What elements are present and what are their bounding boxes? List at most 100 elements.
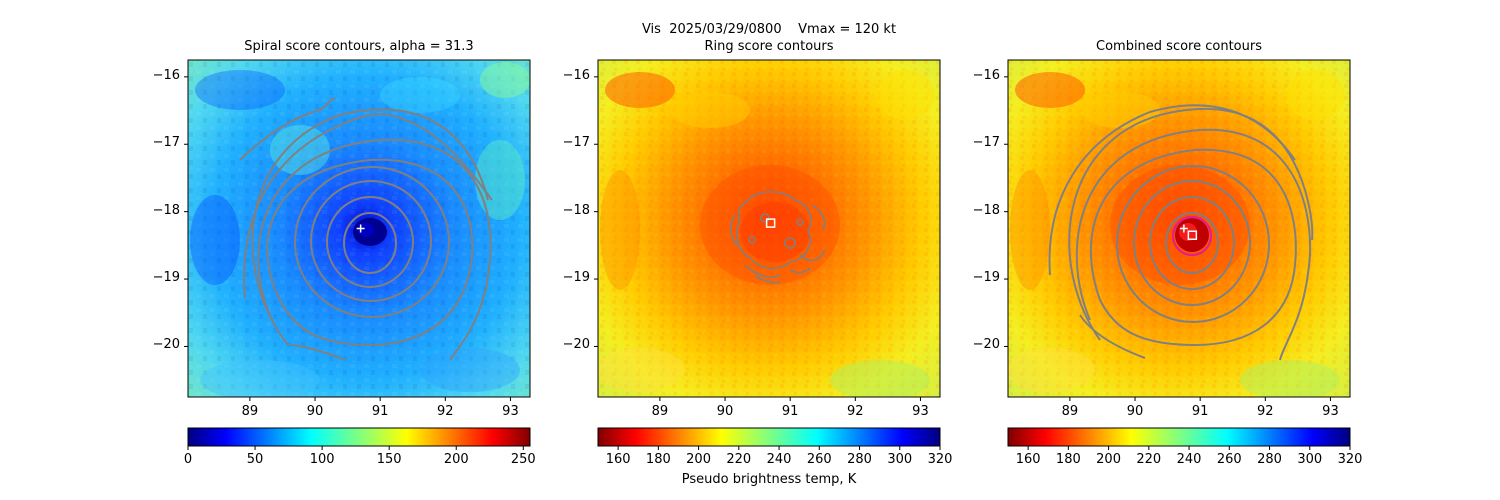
tick-marks [184, 76, 1351, 450]
ring-xtick-label: 93 [912, 404, 929, 419]
ring-contour-3 [754, 267, 811, 284]
ring-colorbar [597, 427, 941, 447]
figure-suptitle: Vis 2025/03/29/0800 Vmax = 120 kt [641, 22, 897, 37]
spiral-heatmap [188, 60, 530, 397]
spiral-ytick-label: −20 [152, 337, 180, 353]
spiral-contour-9 [239, 97, 336, 161]
spiral-contour-4 [294, 166, 450, 318]
spiral-contour-7 [251, 108, 489, 346]
spiral-contour-5 [266, 158, 474, 347]
combined-ytick-label: −16 [972, 67, 1000, 83]
spiral-contour-8 [243, 113, 493, 299]
combined-colorbar [1007, 427, 1351, 447]
spiral-ytick-label: −18 [152, 202, 180, 218]
ring-colorbar-tick-label: 320 [927, 452, 953, 467]
spiral-colorbar [187, 427, 531, 447]
spiral-colorbar-tick-label: 100 [309, 452, 335, 467]
ring-ytick-label: −16 [562, 67, 590, 83]
ring-colorbar-tick-label: 240 [766, 452, 792, 467]
spiral-axes-frame [187, 59, 531, 398]
spiral-colorbar-tick-label: 200 [443, 452, 469, 467]
spiral-colorbar-tick-label: 0 [183, 452, 193, 467]
ring-contour-2 [729, 204, 826, 278]
ring-xtick-label: 92 [847, 404, 864, 419]
spiral-contours [239, 97, 493, 361]
ring-xtick-label: 91 [781, 404, 799, 419]
combined-ytick-label: −18 [972, 202, 1000, 218]
combined-contour-4 [1116, 165, 1270, 323]
combined-xtick-label: 89 [1061, 404, 1079, 419]
combined-colorbar-tick-label: 280 [1257, 452, 1282, 467]
ring-contour-4 [760, 213, 770, 223]
spiral-xtick-label: 92 [437, 404, 454, 419]
combined-contour-1 [1165, 212, 1219, 274]
ring-colorbar-tick-label: 260 [806, 452, 832, 467]
combined-ytick-label: −20 [972, 337, 1000, 353]
spiral-center-marker [356, 224, 365, 233]
spiral-xtick-label: 93 [502, 404, 519, 419]
combined-xtick-label: 91 [1191, 404, 1209, 419]
combined-contour-7 [1068, 107, 1314, 341]
square-marker [1187, 230, 1198, 240]
combined-ytick-label: −19 [972, 270, 1000, 286]
combined-plus-marker [1179, 224, 1188, 233]
spiral-contour-1 [343, 212, 397, 274]
spiral-xtick-label: 90 [306, 404, 324, 419]
combined-xtick-label: 93 [1322, 404, 1339, 419]
ring-ytick-label: −18 [562, 202, 590, 218]
panel-title-spiral: Spiral score contours, alpha = 31.3 [244, 39, 474, 54]
combined-colorbar-tick-label: 300 [1297, 452, 1323, 467]
ring-contour-5 [784, 237, 796, 249]
ring-contours [729, 190, 826, 284]
spiral-xtick-label: 91 [371, 404, 389, 419]
spiral-colorbar-tick-label: 150 [376, 452, 402, 467]
spiral-ytick-label: −19 [152, 270, 180, 286]
panel-title-ring: Ring score contours [704, 39, 834, 54]
ring-colorbar-tick-label: 160 [605, 452, 631, 467]
combined-ytick-label: −17 [972, 135, 1000, 151]
combined-axes-frame [1007, 59, 1351, 398]
spiral-ytick-label: −17 [152, 135, 180, 151]
ring-colorbar-tick-label: 300 [887, 452, 913, 467]
spiral-contour-10 [289, 344, 346, 361]
ring-colorbar-tick-label: 180 [645, 452, 671, 467]
spiral-contour-6 [257, 138, 492, 361]
ring-contour-7 [796, 218, 804, 226]
ring-contour-1 [736, 190, 812, 270]
combined-contour-3 [1133, 180, 1251, 306]
combined-eye-circle [1171, 215, 1213, 257]
combined-colorbar-tick-label: 220 [1136, 452, 1162, 467]
ring-ytick-label: −19 [562, 270, 590, 286]
combined-square-marker [1187, 230, 1198, 240]
ring-center-marker [765, 218, 776, 228]
combined-contour-8 [1048, 104, 1296, 276]
combined-colorbar-tick-label: 160 [1015, 452, 1041, 467]
spiral-ytick-label: −16 [152, 67, 180, 83]
ring-xtick-label: 89 [651, 404, 669, 419]
spiral-colorbar-tick-label: 250 [510, 452, 536, 467]
ring-contour-6 [748, 236, 756, 244]
ring-colorbar-label: Pseudo brightness temp, K [681, 472, 857, 487]
ring-heatmap [598, 60, 940, 397]
combined-colorbar-tick-label: 260 [1216, 452, 1242, 467]
combined-colorbar-tick-label: 320 [1337, 452, 1363, 467]
combined-xtick-label: 90 [1126, 404, 1144, 419]
combined-contour-9 [1079, 314, 1146, 359]
spiral-xtick-label: 89 [241, 404, 259, 419]
ring-xtick-label: 90 [716, 404, 734, 419]
ring-colorbar-tick-label: 280 [847, 452, 872, 467]
combined-colorbar-tick-label: 240 [1176, 452, 1202, 467]
combined-contours [1048, 104, 1314, 361]
spiral-colorbar-tick-label: 50 [246, 452, 264, 467]
combined-heatmap [1008, 60, 1350, 397]
combined-colorbar-tick-label: 200 [1096, 452, 1121, 467]
combined-xtick-label: 92 [1257, 404, 1274, 419]
spiral-contour-3 [310, 180, 432, 302]
square-marker [765, 218, 776, 228]
ring-colorbar-tick-label: 200 [686, 452, 711, 467]
ring-ytick-label: −20 [562, 337, 590, 353]
combined-contour-5 [1089, 148, 1297, 347]
ring-ytick-label: −17 [562, 135, 590, 151]
spiral-contour-2 [326, 196, 414, 288]
